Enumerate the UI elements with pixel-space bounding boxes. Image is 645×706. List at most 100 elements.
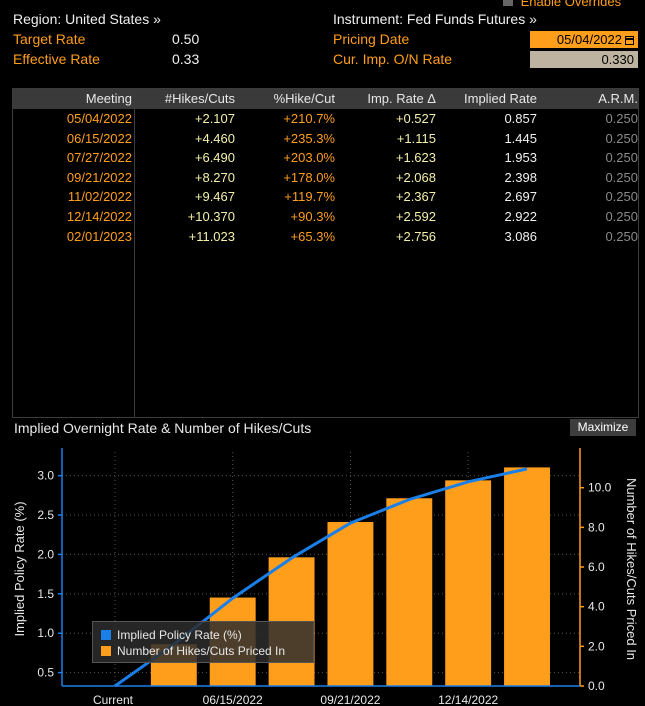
legend-label-bar: Number of Hikes/Cuts Priced In — [117, 644, 286, 658]
cell-arm: 0.250 — [605, 150, 638, 166]
cell-pct-hike: +119.7% — [284, 189, 335, 205]
tick-label-x: 09/21/2022 — [320, 693, 380, 706]
cell-implied-rate: 1.953 — [504, 150, 537, 166]
cell-arm: 0.250 — [605, 209, 638, 224]
cell-imp-rate-delta: +2.592 — [395, 209, 436, 224]
cell-imp-rate-delta: +2.367 — [395, 189, 436, 205]
cell-pct-hike: +178.0% — [283, 169, 335, 185]
col-header-imp-rate-delta[interactable]: Imp. Rate Δ — [367, 91, 436, 106]
tick-label-x: 06/15/2022 — [203, 693, 263, 706]
cell-meeting: 07/27/2022 — [66, 150, 132, 166]
cell-pct-hike: +210.7% — [283, 111, 335, 126]
table-row[interactable]: 12/14/2022 +10.370 +90.3% +2.592 2.922 0.250 — [13, 207, 638, 227]
cell-meeting: 05/04/2022 — [66, 111, 132, 126]
enable-overrides-checkbox[interactable] — [503, 0, 513, 6]
region-selector[interactable]: Region: United States » — [13, 11, 161, 27]
maximize-button[interactable]: Maximize — [570, 419, 636, 436]
cell-implied-rate: 0.857 — [504, 111, 537, 126]
cell-pct-hike: +90.3% — [290, 209, 335, 224]
tick-label-right: 2.0 — [588, 639, 605, 653]
pricing-date-label: Pricing Date — [333, 31, 410, 47]
table-row[interactable]: 07/27/2022 +6.490 +203.0% +1.623 1.953 0.250 — [13, 148, 638, 168]
cell-hikes: +11.023 — [188, 228, 235, 244]
cell-imp-rate-delta: +1.623 — [395, 150, 436, 166]
target-rate-value: 0.50 — [172, 31, 200, 47]
tick-label-left: 2.5 — [37, 508, 54, 522]
col-header-implied-rate[interactable]: Implied Rate — [464, 91, 537, 106]
bar-series — [150, 467, 550, 686]
cell-meeting: 02/01/2023 — [66, 228, 132, 244]
tick-label-x: 12/14/2022 — [438, 693, 498, 706]
cell-imp-rate-delta: +0.527 — [395, 111, 436, 126]
bar-hikes — [386, 498, 433, 686]
chart-canvas: 0.5 1.0 1.5 2.0 2.5 3.0 0.0 2.0 4.0 6.0 8.0 10.0 Cur… — [12, 448, 639, 706]
cell-hikes: +9.467 — [194, 189, 235, 205]
cell-pct-hike: +65.3% — [290, 228, 335, 244]
legend-label-line: Implied Policy Rate (%) — [117, 628, 242, 642]
cell-hikes: +2.107 — [194, 111, 235, 126]
table-row[interactable]: 06/15/2022 +4.460 +235.3% +1.115 1.445 0.250 — [13, 129, 638, 149]
target-rate-label: Target Rate — [13, 31, 86, 47]
tick-label-left: 2.0 — [37, 547, 54, 561]
legend-item-bar: Number of Hikes/Cuts Priced In — [101, 643, 285, 659]
meetings-table: Meeting #Hikes/Cuts %Hike/Cut Imp. Rate … — [12, 88, 639, 418]
table-header: Meeting #Hikes/Cuts %Hike/Cut Imp. Rate … — [13, 89, 638, 109]
col-header-pct-hike[interactable]: %Hike/Cut — [273, 91, 335, 106]
enable-overrides[interactable]: Enable Overrides — [503, 0, 621, 9]
col-header-meeting[interactable]: Meeting — [85, 91, 132, 106]
pricing-date-field[interactable]: 05/04/2022 — [530, 31, 638, 48]
tick-label-left: 0.5 — [37, 666, 54, 680]
cell-imp-rate-delta: +1.115 — [396, 130, 436, 146]
tick-label-x: Current — [93, 693, 134, 706]
legend-item-line: Implied Policy Rate (%) — [101, 627, 242, 643]
calendar-icon[interactable] — [625, 36, 634, 45]
tick-label-right: 0.0 — [588, 679, 605, 693]
axis-title-left: Implied Policy Rate (%) — [12, 501, 27, 636]
cell-arm: 0.250 — [605, 130, 638, 146]
table-row[interactable]: 09/21/2022 +8.270 +178.0% +2.068 2.398 0.250 — [13, 168, 638, 188]
bar-hikes — [445, 480, 492, 686]
cell-arm: 0.250 — [605, 111, 638, 126]
cell-arm: 0.250 — [605, 169, 638, 185]
cell-meeting: 06/15/2022 — [66, 130, 132, 146]
cur-imp-field[interactable]: 0.330 — [530, 51, 638, 68]
effective-rate-value: 0.33 — [172, 51, 200, 67]
cell-implied-rate: 1.445 — [504, 130, 537, 146]
cell-hikes: +6.490 — [194, 150, 235, 166]
cell-implied-rate: 2.398 — [504, 169, 537, 185]
tick-label-right: 8.0 — [588, 520, 605, 534]
cell-implied-rate: 2.697 — [504, 189, 537, 205]
cell-hikes: +8.270 — [194, 169, 235, 185]
tick-label-left: 3.0 — [37, 469, 54, 483]
cell-implied-rate: 3.086 — [504, 228, 537, 244]
chart-axes: 0.5 1.0 1.5 2.0 2.5 3.0 0.0 2.0 4.0 6.0 8.0 10.0 Cur… — [12, 448, 639, 706]
table-row[interactable]: 05/04/2022 +2.107 +210.7% +0.527 0.857 0.250 — [13, 109, 638, 129]
tick-label-right: 6.0 — [588, 560, 605, 574]
chart-legend: Implied Policy Rate (%) Number of Hikes/… — [92, 621, 314, 663]
cell-implied-rate: 2.922 — [504, 209, 537, 224]
pricing-date-value: 05/04/2022 — [556, 32, 622, 47]
col-header-hikes[interactable]: #Hikes/Cuts — [164, 91, 235, 106]
table-row[interactable]: 02/01/2023 +11.023 +65.3% +2.756 3.086 0.250 — [13, 227, 638, 247]
cell-hikes: +10.370 — [187, 209, 235, 224]
tick-label-right: 4.0 — [588, 600, 605, 614]
table-row[interactable]: 11/02/2022 +9.467 +119.7% +2.367 2.697 0.250 — [13, 187, 638, 207]
bar-hikes — [327, 522, 374, 686]
cell-pct-hike: +203.0% — [283, 150, 335, 166]
cell-arm: 0.250 — [605, 228, 638, 244]
effective-rate-label: Effective Rate — [13, 51, 100, 67]
cell-imp-rate-delta: +2.756 — [395, 228, 436, 244]
tick-label-right: 10.0 — [588, 481, 612, 495]
legend-swatch-blue — [101, 630, 111, 640]
instrument-selector[interactable]: Instrument: Fed Funds Futures » — [333, 11, 537, 27]
cell-arm: 0.250 — [605, 189, 638, 205]
tick-label-left: 1.5 — [37, 587, 54, 601]
chart-title: Implied Overnight Rate & Number of Hikes… — [14, 420, 312, 436]
legend-swatch-orange — [101, 646, 111, 656]
cell-meeting: 09/21/2022 — [66, 169, 132, 185]
cur-imp-label: Cur. Imp. O/N Rate — [333, 51, 453, 67]
cell-meeting: 12/14/2022 — [66, 209, 132, 224]
column-divider — [134, 89, 135, 417]
col-header-arm[interactable]: A.R.M. — [598, 91, 638, 106]
enable-overrides-label: Enable Overrides — [520, 0, 622, 9]
